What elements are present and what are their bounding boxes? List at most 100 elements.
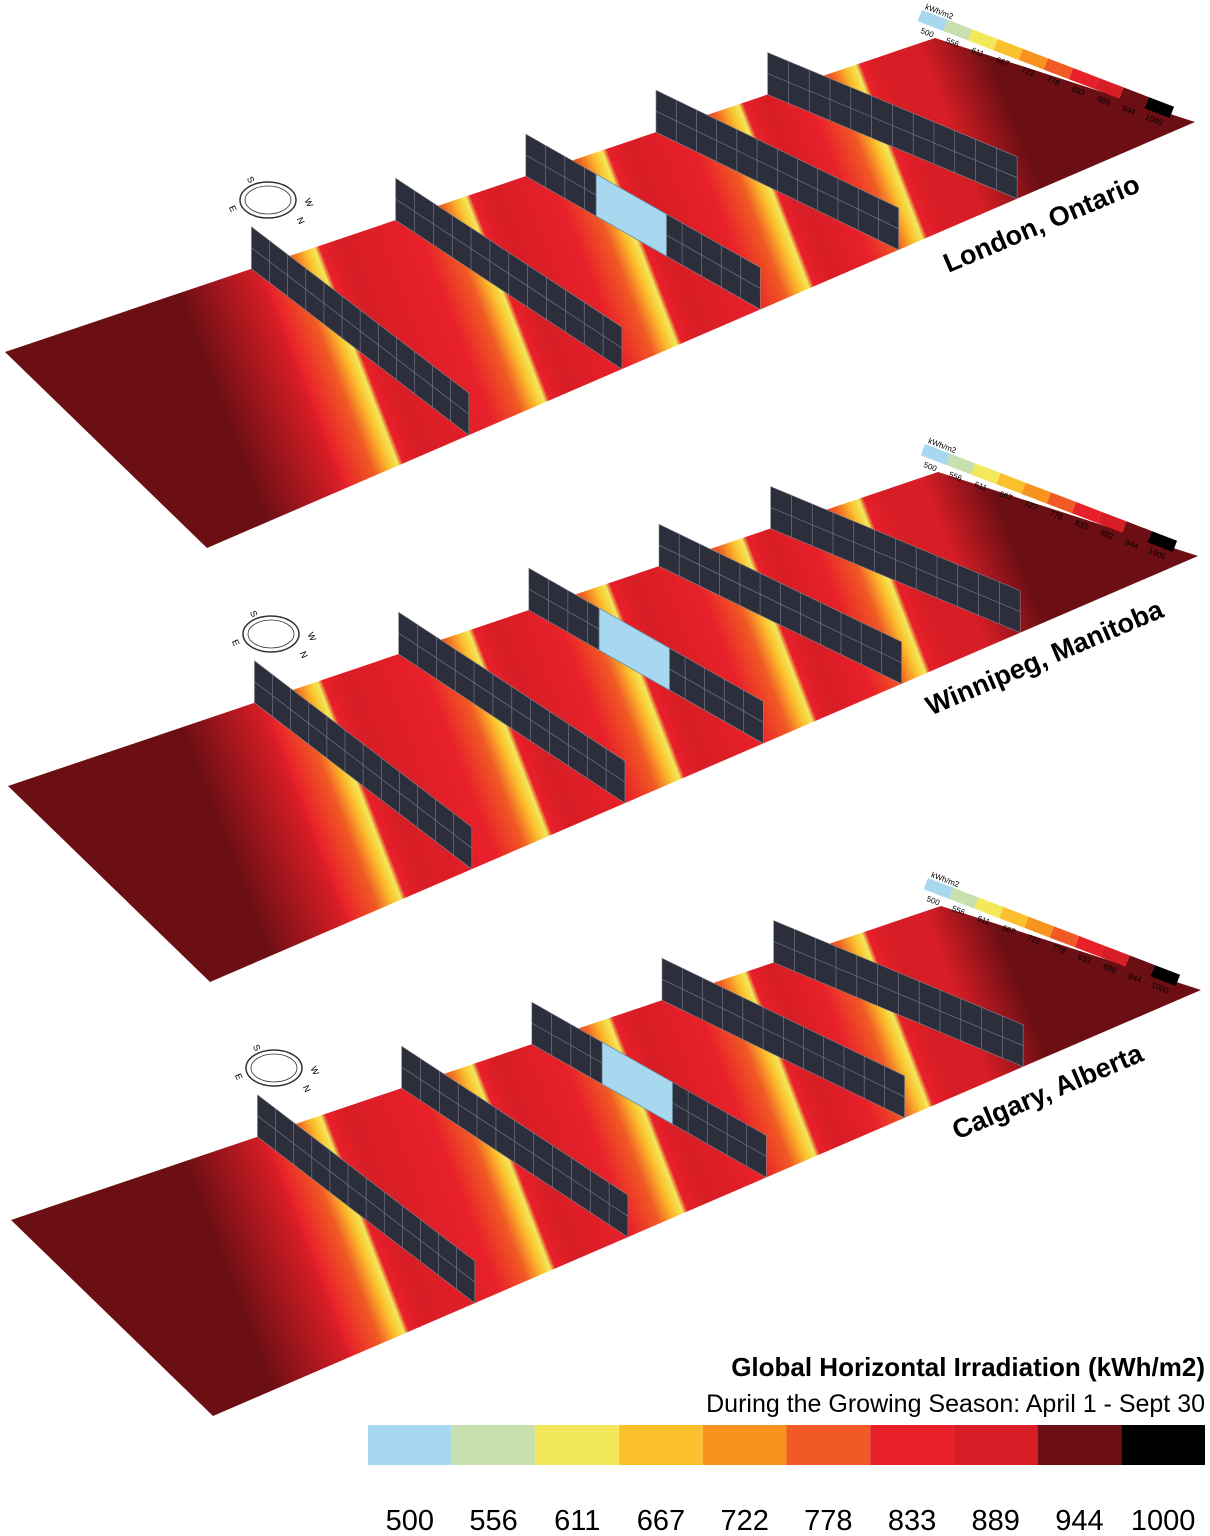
legend-label: 500 [386,1505,434,1536]
scene-legend-swatch [1122,521,1152,543]
scene-legend-swatch [974,897,1004,919]
legend-swatch [535,1425,620,1465]
legend-title: Global Horizontal Irradiation (kWh/m2) [731,1352,1205,1382]
compass: S WN E [230,609,318,660]
panel-divider [770,507,1021,612]
ground-plane [11,906,1201,1416]
scene-legend-swatch [948,887,979,909]
scene: S WN EkWh/m2500556611667722778833889944100… [5,2,1195,548]
legend-swatch [451,1425,536,1465]
scene-legend-swatch [1018,48,1049,70]
scene-legend-swatch [917,10,948,31]
scene-legend-swatch [993,39,1023,60]
legend-swatch [786,1425,871,1465]
scene-legend-swatch [1094,77,1124,99]
legend-label: 778 [804,1505,852,1536]
scene-legend-swatch [1046,492,1077,514]
scene-legend-label: 611 [973,480,989,493]
compass-ring [245,1049,303,1087]
scene: S WN EkWh/m2500556611667722778833889944100… [8,436,1198,982]
scene-legend-swatch [1068,68,1099,89]
scene-legend-label: 500 [919,26,935,39]
scene-legend-label: 500 [922,460,938,473]
scene-legend-swatch [1150,965,1181,986]
scene-legend-swatch [1097,511,1127,533]
scene-legend-swatch [1147,531,1178,552]
scene-legend-swatch [999,907,1029,928]
panel-divider [395,198,623,349]
scene-legend-swatch [1021,482,1052,504]
compass-label: N [301,1084,313,1094]
legend-swatch [870,1425,954,1465]
scene-legend-label: 611 [976,914,992,927]
legend-swatch [619,1425,703,1465]
scene-legend-swatch [942,19,973,41]
legend-label: 944 [1055,1505,1103,1536]
scene-legend-swatch [1024,916,1055,938]
transparent-panel [595,173,667,257]
legend-label: 667 [637,1505,685,1536]
panel-divider [658,544,902,664]
scene-legend-swatch [971,463,1001,485]
panel-divider [257,1115,476,1283]
legend-label: 556 [469,1505,517,1536]
legend-swatch [953,1425,1038,1465]
ground-plane [5,38,1195,548]
panel-divider [773,941,1024,1046]
legend-label: 722 [720,1505,768,1536]
scene-legend-label: 611 [970,46,986,59]
scene-legend-swatch [1043,58,1074,80]
panel-divider [767,73,1018,178]
compass-label: N [298,650,310,660]
ground-plane [8,472,1198,982]
legend-label: 833 [888,1505,936,1536]
compass: S WN E [227,175,315,226]
scene-legend-swatch [1049,926,1080,948]
compass-label: S [245,175,257,185]
compass-ring [247,619,295,649]
scene-legend-swatch [968,29,998,51]
transparent-panel [598,607,670,691]
compass-label: W [308,1065,321,1077]
compass-label: S [248,609,260,619]
compass-label: S [251,1043,263,1053]
scene-legend-swatch [1074,936,1105,957]
panel-divider [655,110,899,230]
panel-divider [398,632,626,783]
compass: S WN E [233,1043,321,1094]
compass-label: E [230,638,242,648]
legend-swatch [1121,1425,1205,1465]
compass-label: E [227,204,239,214]
compass-ring [244,185,292,215]
legend-subtitle: During the Growing Season: April 1 - Sep… [706,1390,1205,1418]
scene-legend-label: 500 [925,894,941,907]
compass-label: W [305,631,318,643]
panel-divider [401,1066,629,1217]
transparent-panel [601,1041,673,1125]
legend-swatch [1037,1425,1122,1465]
legend-label: 889 [972,1505,1020,1536]
scene-legend-swatch [1125,955,1155,977]
scene-legend-swatch [923,878,954,899]
panel-divider [251,247,470,415]
scene-legend-swatch [1071,502,1102,523]
compass-label: E [233,1072,245,1082]
scene-legend-swatch [1119,87,1149,109]
scene-legend-swatch [945,453,976,475]
scene-legend-swatch [996,473,1026,494]
panel-divider [661,978,905,1098]
compass-ring [239,181,297,219]
scene-legend-swatch [920,444,951,465]
compass-ring [242,615,300,653]
legend-label: 611 [554,1505,600,1536]
scene-legend-swatch [1100,945,1130,967]
compass-label: N [295,216,307,226]
legend-swatch [368,1425,452,1465]
compass-label: W [302,197,315,209]
legend-swatch [702,1425,787,1465]
legend-label: 1000 [1131,1505,1196,1536]
